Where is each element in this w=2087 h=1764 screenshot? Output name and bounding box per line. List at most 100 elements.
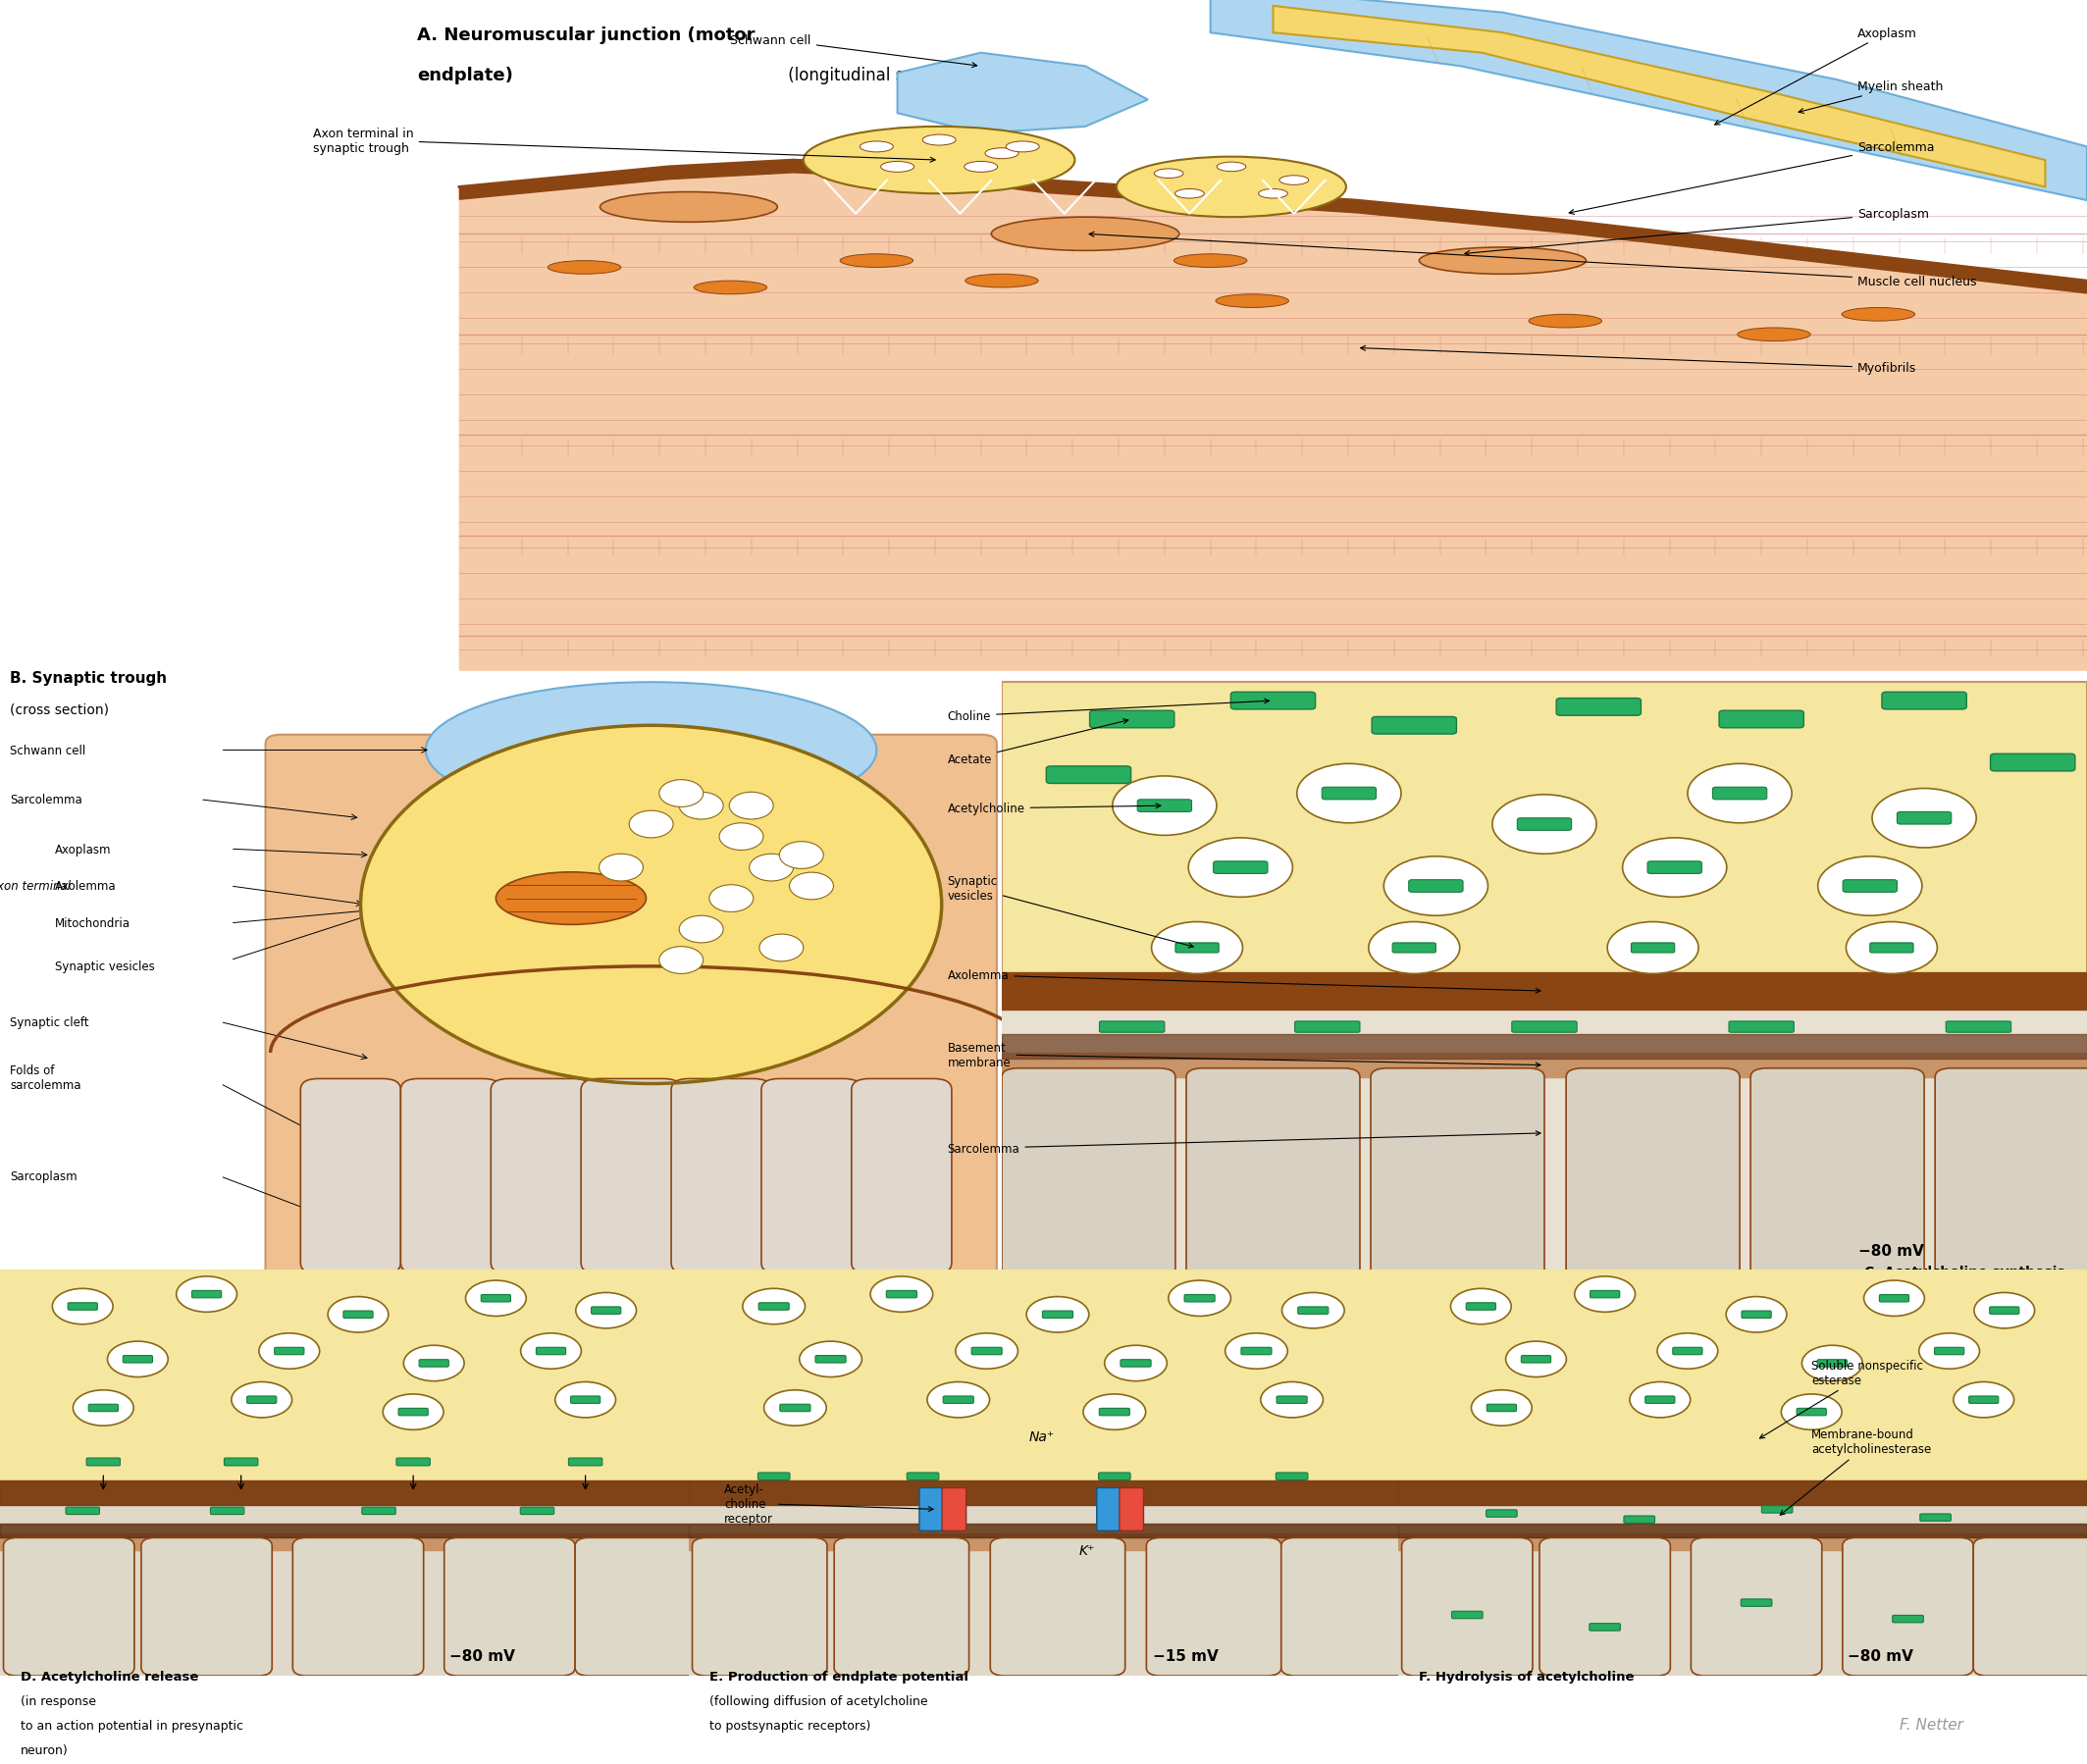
Circle shape (1657, 1334, 1718, 1369)
Circle shape (710, 886, 753, 912)
Text: Schwann cell: Schwann cell (10, 744, 86, 757)
FancyBboxPatch shape (1392, 944, 1436, 953)
FancyBboxPatch shape (1728, 1021, 1795, 1032)
Text: Acetyl-
choline
receptor: Acetyl- choline receptor (724, 1482, 933, 1524)
FancyBboxPatch shape (1398, 1270, 2087, 1505)
Circle shape (760, 935, 803, 961)
FancyBboxPatch shape (1674, 1348, 1703, 1355)
Circle shape (1112, 776, 1217, 836)
Circle shape (328, 1297, 388, 1332)
Text: Na⁺: Na⁺ (1029, 1429, 1056, 1443)
FancyBboxPatch shape (1741, 1600, 1772, 1607)
Text: D. Acetylcholine release: D. Acetylcholine release (21, 1669, 198, 1683)
FancyBboxPatch shape (1843, 880, 1897, 893)
Circle shape (1169, 1281, 1231, 1316)
FancyBboxPatch shape (1100, 1408, 1129, 1416)
FancyBboxPatch shape (123, 1357, 152, 1364)
Circle shape (881, 162, 914, 173)
Text: Mitochondria: Mitochondria (54, 917, 131, 930)
Text: Basement
membrane: Basement membrane (947, 1041, 1540, 1069)
FancyBboxPatch shape (142, 1538, 271, 1676)
Circle shape (956, 1334, 1018, 1369)
Circle shape (1574, 1277, 1636, 1312)
FancyBboxPatch shape (1298, 1307, 1329, 1314)
FancyBboxPatch shape (397, 1459, 430, 1466)
Circle shape (52, 1289, 113, 1325)
Text: Schwann cell: Schwann cell (730, 34, 977, 69)
Text: Axon terminal: Axon terminal (0, 880, 71, 893)
FancyBboxPatch shape (568, 1459, 603, 1466)
Circle shape (1688, 764, 1793, 824)
FancyBboxPatch shape (399, 1408, 428, 1416)
FancyBboxPatch shape (1624, 1515, 1655, 1524)
FancyBboxPatch shape (672, 1080, 772, 1274)
FancyBboxPatch shape (536, 1348, 566, 1355)
FancyBboxPatch shape (1098, 1489, 1121, 1531)
Circle shape (749, 854, 793, 882)
Circle shape (361, 727, 941, 1083)
FancyBboxPatch shape (1277, 1397, 1306, 1404)
FancyBboxPatch shape (1521, 1357, 1551, 1364)
FancyBboxPatch shape (1089, 711, 1175, 729)
Ellipse shape (497, 873, 647, 924)
FancyBboxPatch shape (1121, 1360, 1152, 1367)
FancyBboxPatch shape (1294, 1021, 1361, 1032)
FancyBboxPatch shape (1041, 1311, 1073, 1318)
FancyBboxPatch shape (580, 1080, 680, 1274)
Circle shape (720, 824, 764, 850)
Circle shape (520, 1334, 582, 1369)
Text: neuron): neuron) (21, 1743, 69, 1757)
Ellipse shape (1841, 309, 1916, 321)
Circle shape (1006, 143, 1039, 153)
FancyBboxPatch shape (970, 1348, 1002, 1355)
FancyBboxPatch shape (1893, 1616, 1924, 1623)
FancyBboxPatch shape (69, 1304, 98, 1311)
Circle shape (1450, 1289, 1511, 1325)
Circle shape (659, 947, 703, 974)
FancyBboxPatch shape (591, 1307, 620, 1314)
Text: −80 mV: −80 mV (1847, 1648, 1914, 1663)
FancyBboxPatch shape (1743, 1311, 1772, 1318)
Circle shape (728, 792, 774, 820)
Circle shape (1217, 162, 1246, 173)
Circle shape (964, 162, 998, 173)
Text: F. Hydrolysis of acetylcholine: F. Hydrolysis of acetylcholine (1419, 1669, 1634, 1683)
FancyBboxPatch shape (482, 1295, 511, 1302)
Ellipse shape (1736, 328, 1812, 342)
Text: Axoplasm: Axoplasm (54, 843, 111, 856)
FancyBboxPatch shape (1843, 1538, 1974, 1676)
Text: Synaptic vesicles: Synaptic vesicles (54, 960, 154, 974)
Circle shape (985, 148, 1018, 159)
Text: Choline: Choline (947, 699, 1269, 723)
Text: Axolemma: Axolemma (947, 968, 1540, 993)
Polygon shape (1210, 0, 2087, 201)
FancyBboxPatch shape (1991, 755, 2074, 771)
Text: Myofibrils: Myofibrils (1361, 346, 1916, 376)
Circle shape (1027, 1297, 1089, 1332)
Circle shape (1154, 169, 1183, 178)
FancyBboxPatch shape (1818, 1360, 1847, 1367)
FancyBboxPatch shape (490, 1080, 591, 1274)
Circle shape (922, 136, 956, 146)
FancyBboxPatch shape (1486, 1404, 1517, 1411)
FancyBboxPatch shape (991, 1538, 1125, 1676)
Circle shape (1974, 1293, 2035, 1328)
Circle shape (1083, 1394, 1146, 1431)
FancyBboxPatch shape (816, 1357, 845, 1364)
FancyBboxPatch shape (689, 1270, 1398, 1505)
FancyBboxPatch shape (520, 1506, 553, 1515)
FancyBboxPatch shape (1713, 787, 1768, 801)
Circle shape (927, 1381, 989, 1418)
Circle shape (1369, 923, 1459, 974)
FancyBboxPatch shape (1098, 1473, 1131, 1480)
Text: C. Acetylcholine synthesis: C. Acetylcholine synthesis (1864, 1265, 2066, 1279)
Text: Soluble nonspecific
esterase: Soluble nonspecific esterase (1759, 1360, 1924, 1438)
FancyBboxPatch shape (1720, 711, 1803, 729)
FancyBboxPatch shape (1647, 863, 1701, 873)
FancyBboxPatch shape (570, 1397, 601, 1404)
Circle shape (628, 811, 674, 838)
Circle shape (1953, 1381, 2014, 1418)
Circle shape (778, 841, 824, 870)
Ellipse shape (1117, 157, 1346, 217)
FancyBboxPatch shape (1185, 1069, 1361, 1284)
